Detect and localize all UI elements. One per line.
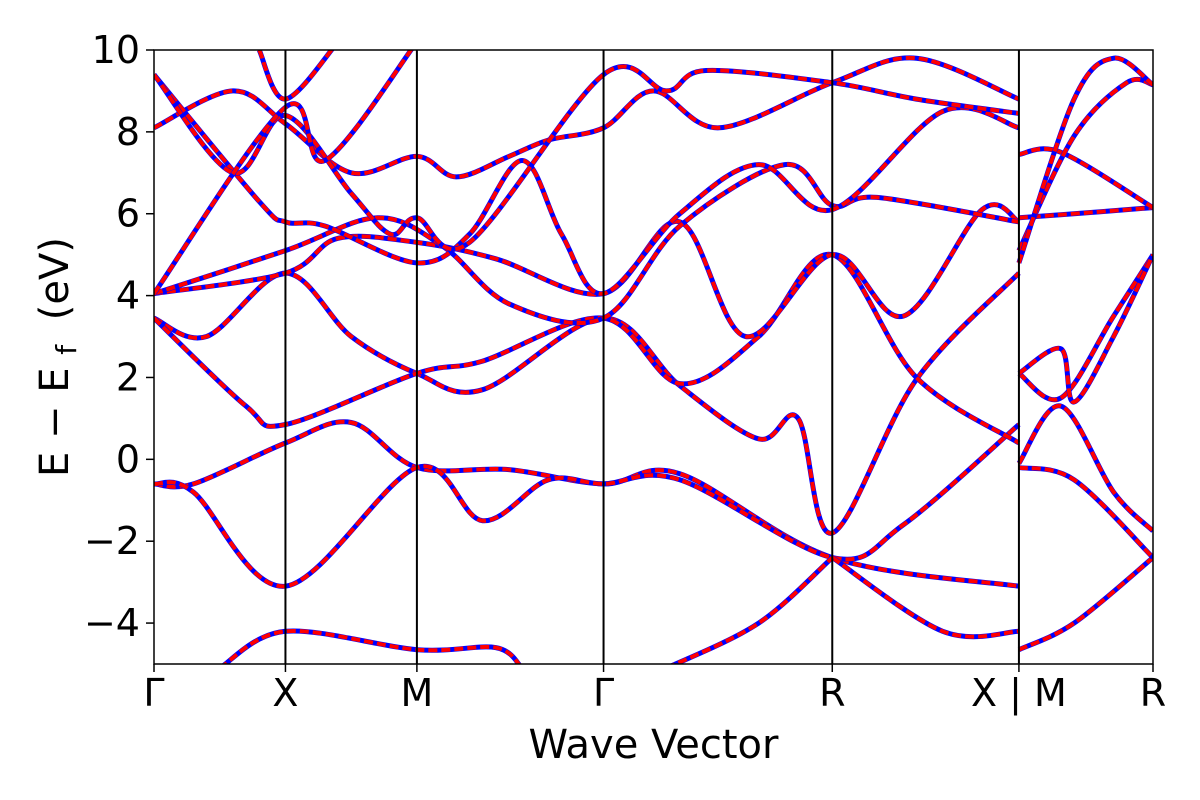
band-14-wannier-line (222, 628, 522, 664)
band-17-wannier-line (1017, 404, 1153, 533)
band-12-dft-line (830, 555, 1020, 640)
plot-frame (153, 49, 1154, 665)
band-1-wannier-line (154, 419, 1020, 589)
x-tick-label: Γ (143, 671, 164, 715)
band-1-dft-line (154, 419, 1020, 589)
band-19-wannier-line (1017, 253, 1153, 405)
y-axis-title-subscript: f (50, 344, 83, 355)
y-axis-ticks: −4 −2 0 2 4 6 8 10 (84, 28, 154, 645)
band-2-wannier-line (154, 422, 1021, 589)
x-tick-label: X | M (971, 671, 1067, 716)
band-19-dft-line (1017, 253, 1153, 405)
band-23-dft-line (1016, 55, 1153, 264)
y-tick-label: −2 (84, 519, 140, 563)
y-tick-label: 10 (92, 28, 140, 72)
band-23-wannier-line (1017, 56, 1153, 264)
x-tick-label: Γ (593, 671, 614, 715)
y-axis-title-unit: (eV) (32, 237, 78, 320)
band-6-dft-line (154, 162, 1020, 326)
x-tick-label: R (819, 671, 845, 715)
y-tick-label: 0 (116, 437, 140, 481)
band-13-dft-line (669, 555, 834, 664)
band-18-wannier-line (1017, 253, 1153, 402)
band-13-wannier-line (670, 556, 834, 664)
band-12-wannier-line (831, 555, 1020, 639)
x-axis-title: Wave Vector (529, 722, 780, 768)
y-axis-title: E − E f (eV) (32, 237, 86, 477)
y-tick-label: 8 (116, 110, 140, 154)
x-tick-label: M (400, 671, 433, 715)
y-tick-label: 4 (116, 274, 140, 318)
band-7-wannier-line (154, 55, 1020, 179)
kpoint-separators (284, 50, 1020, 664)
band-15-dft-line (1017, 555, 1153, 652)
band-lines (154, 50, 1153, 664)
x-axis-ticks: Γ X M Γ R X | M R (143, 664, 1166, 716)
band-4-wannier-line (154, 252, 1020, 445)
band-6-wannier-line (154, 162, 1020, 326)
y-tick-label: −4 (84, 601, 140, 645)
band-3-dft-line (154, 270, 1021, 536)
band-16-wannier-line (1018, 465, 1153, 560)
y-axis-title-main: E − E (32, 367, 78, 477)
band-10-wannier-line (154, 50, 414, 295)
y-tick-label: 2 (116, 355, 140, 399)
band-2-dft-line (154, 422, 1021, 589)
x-tick-label: R (1140, 671, 1166, 715)
y-tick-label: 6 (116, 192, 140, 236)
band-18-dft-line (1017, 253, 1153, 403)
x-tick-label: X (272, 671, 298, 715)
band-15-wannier-line (1018, 556, 1153, 652)
